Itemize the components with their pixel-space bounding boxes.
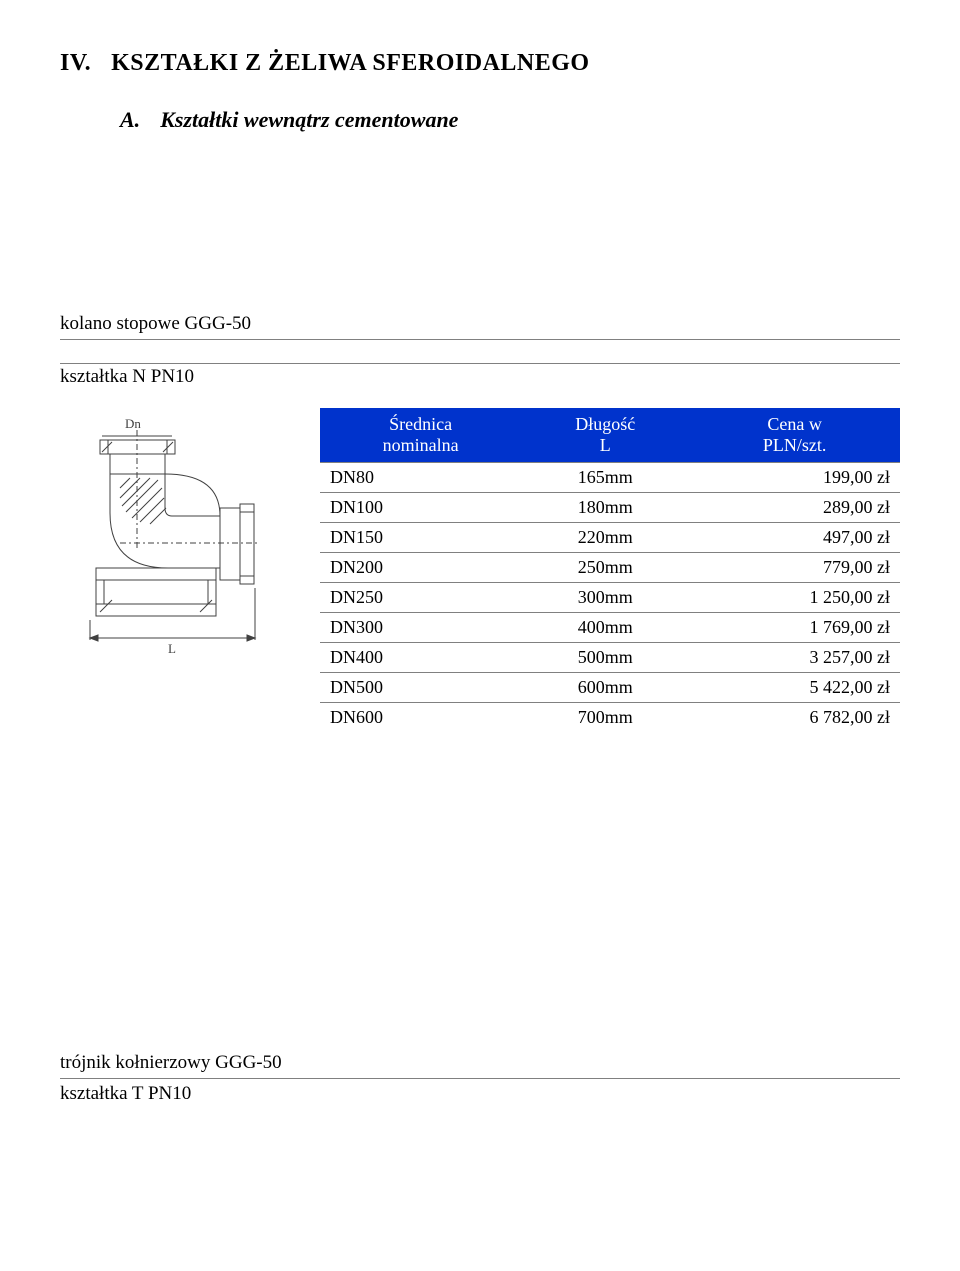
table-row: DN300400mm1 769,00 zł [320,613,900,643]
cell-length: 300mm [521,583,689,613]
table-row: DN200250mm779,00 zł [320,553,900,583]
section-title: KSZTAŁKI Z ŻELIWA SFEROIDALNEGO [111,50,590,76]
cell-price: 3 257,00 zł [689,643,900,673]
divider [60,339,900,364]
cell-length: 180mm [521,493,689,523]
cell-price: 1 250,00 zł [689,583,900,613]
cell-length: 600mm [521,673,689,703]
cell-length: 250mm [521,553,689,583]
price-table: Średnicanominalna DługośćL Cena wPLN/szt… [320,408,900,732]
cell-diameter: DN250 [320,583,521,613]
subsection-header: A. Kształtki wewnątrz cementowane [120,107,900,133]
section-number: IV. [60,50,91,76]
table-row: DN150220mm497,00 zł [320,523,900,553]
item1-subtitle: kształtka N PN10 [60,366,900,388]
cell-diameter: DN600 [320,703,521,733]
content-row: Dn [60,408,900,732]
cell-price: 6 782,00 zł [689,703,900,733]
section-header: IV. KSZTAŁKI Z ŻELIWA SFEROIDALNEGO [60,50,900,77]
cell-length: 500mm [521,643,689,673]
table-row: DN600700mm6 782,00 zł [320,703,900,733]
svg-text:Dn: Dn [125,416,141,431]
subsection-title: Kształtki wewnątrz cementowane [160,107,458,132]
table-row: DN400500mm3 257,00 zł [320,643,900,673]
item1-title: kolano stopowe GGG-50 [60,313,900,335]
cell-diameter: DN500 [320,673,521,703]
cell-length: 700mm [521,703,689,733]
table-row: DN250300mm1 250,00 zł [320,583,900,613]
cell-diameter: DN200 [320,553,521,583]
col-header-length: DługośćL [521,408,689,463]
cell-price: 1 769,00 zł [689,613,900,643]
elbow-fitting-diagram-icon: Dn [60,408,290,658]
cell-diameter: DN80 [320,463,521,493]
table-row: DN500600mm5 422,00 zł [320,673,900,703]
cell-price: 289,00 zł [689,493,900,523]
cell-price: 779,00 zł [689,553,900,583]
item2-subtitle: kształtka T PN10 [60,1083,900,1105]
diagram: Dn [60,408,290,732]
divider [60,1078,900,1079]
subsection-letter: A. [120,107,140,132]
cell-price: 5 422,00 zł [689,673,900,703]
item2-title: trójnik kołnierzowy GGG-50 [60,1052,900,1074]
cell-diameter: DN300 [320,613,521,643]
table-header-row: Średnicanominalna DługośćL Cena wPLN/szt… [320,408,900,463]
cell-price: 497,00 zł [689,523,900,553]
cell-diameter: DN150 [320,523,521,553]
col-header-diameter: Średnicanominalna [320,408,521,463]
cell-diameter: DN100 [320,493,521,523]
cell-price: 199,00 zł [689,463,900,493]
cell-length: 165mm [521,463,689,493]
table-row: DN80165mm199,00 zł [320,463,900,493]
cell-diameter: DN400 [320,643,521,673]
cell-length: 400mm [521,613,689,643]
cell-length: 220mm [521,523,689,553]
svg-text:L: L [168,641,176,656]
table-row: DN100180mm289,00 zł [320,493,900,523]
col-header-price: Cena wPLN/szt. [689,408,900,463]
